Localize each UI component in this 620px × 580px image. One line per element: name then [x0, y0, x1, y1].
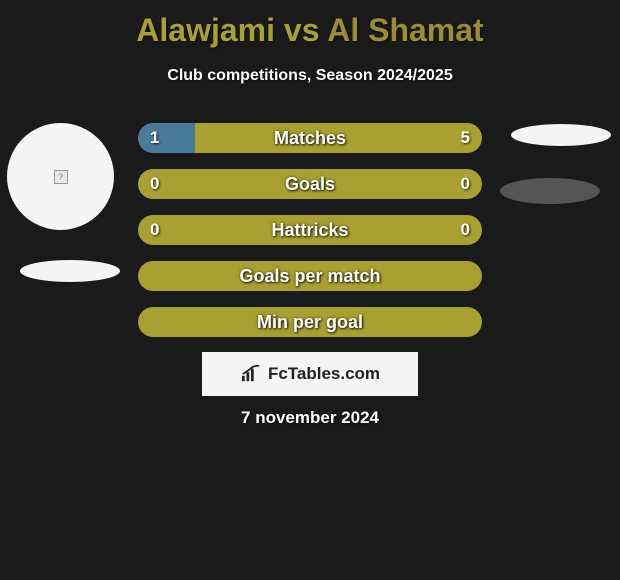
brand-text: FcTables.com: [268, 364, 380, 384]
stat-bar: 0 0 Goals: [138, 169, 482, 199]
player2-shadow-top: [511, 124, 611, 146]
bar-value-left: 0: [150, 220, 159, 240]
page-title: Alawjami vs Al Shamat: [0, 0, 620, 49]
stat-bar: 0 0 Hattricks: [138, 215, 482, 245]
bar-fill-left: [138, 123, 195, 153]
date-text: 7 november 2024: [241, 408, 379, 428]
brand-badge: FcTables.com: [202, 352, 418, 396]
vs-separator: vs: [275, 12, 327, 48]
bar-label: Goals per match: [239, 266, 380, 287]
stat-bar: 1 5 Matches: [138, 123, 482, 153]
bar-fill-right: [310, 169, 482, 199]
player1-avatar: ?: [7, 123, 114, 230]
player1-shadow: [20, 260, 120, 282]
stats-bars: 1 5 Matches 0 0 Goals 0 0 Hattricks Goals per mat…: [138, 123, 482, 353]
subtitle: Club competitions, Season 2024/2025: [0, 67, 620, 85]
bar-label: Goals: [285, 174, 335, 195]
bar-value-right: 0: [461, 220, 470, 240]
bar-label: Hattricks: [271, 220, 348, 241]
bar-label: Matches: [274, 128, 346, 149]
bar-label: Min per goal: [257, 312, 363, 333]
chart-icon: [240, 365, 262, 383]
bar-value-right: 5: [461, 128, 470, 148]
player1-name: Alawjami: [136, 12, 275, 48]
bar-value-left: 1: [150, 128, 159, 148]
bar-value-right: 0: [461, 174, 470, 194]
stat-bar: Goals per match: [138, 261, 482, 291]
avatar-placeholder-icon: ?: [54, 170, 68, 184]
stat-bar: Min per goal: [138, 307, 482, 337]
bar-value-left: 0: [150, 174, 159, 194]
player2-name: Al Shamat: [327, 12, 483, 48]
player2-shadow-bottom: [500, 178, 600, 204]
